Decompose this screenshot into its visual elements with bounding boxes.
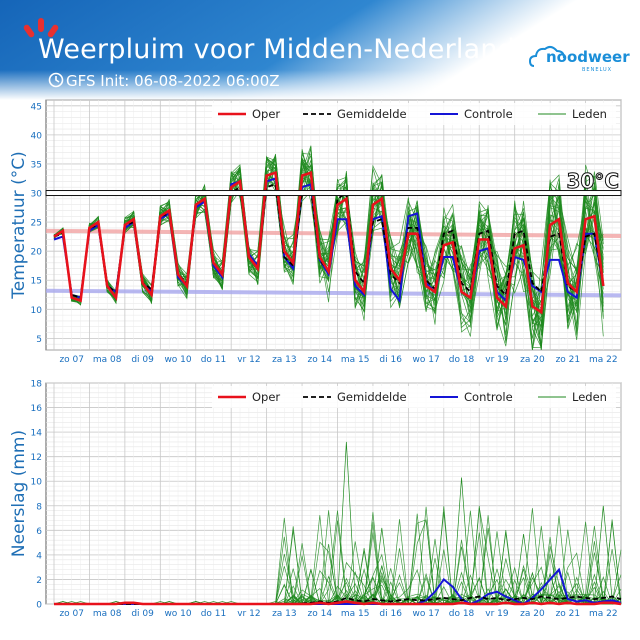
legend-label: Gemiddelde [337, 107, 407, 121]
member-peak [594, 505, 613, 602]
x-tick-label: ma 15 [341, 355, 370, 365]
x-tick-label: ma 22 [589, 355, 618, 365]
logo-wordmark: noodweer [546, 48, 630, 66]
member-peak [452, 477, 471, 602]
precipitation-panel: 0 2 4 6 8 10 12 14 16 18 zo 07 ma 08 di 09 wo 10 do 11… [9, 380, 622, 619]
y-tick-label: 4 [36, 551, 42, 561]
x-tick-label: do 11 [201, 355, 227, 365]
y-tick-label: 15 [31, 277, 42, 287]
logo-subtext: BENELUX [582, 67, 613, 73]
threshold-line [45, 190, 622, 197]
plot-area [45, 382, 622, 605]
page-title: Weerpluim voor Midden-Nederland [38, 34, 515, 65]
x-tick-label: do 18 [449, 355, 475, 365]
x-tick-label: za 13 [272, 609, 297, 619]
climate-min-line [45, 288, 622, 298]
legend-label: Leden [572, 390, 607, 404]
x-tick-label: zo 14 [308, 609, 333, 619]
legend-background [212, 103, 616, 125]
y-tick-label: 2 [36, 576, 42, 586]
legend: Oper Gemiddelde Controle Leden [212, 103, 616, 125]
x-tick-label: di 09 [131, 609, 154, 619]
x-tick-label: ma 15 [341, 609, 370, 619]
x-tick-label: wo 17 [413, 609, 440, 619]
sun-rays-icon [23, 18, 59, 38]
x-tick-label: ma 08 [93, 609, 122, 619]
x-tick-label: di 16 [379, 609, 402, 619]
y-tick-label: 18 [31, 380, 43, 390]
y-axis-label: Temperatuur (°C) [9, 151, 29, 299]
y-tick-label: 35 [31, 160, 42, 170]
x-tick-label: zo 07 [59, 355, 84, 365]
x-tick-label: ma 22 [589, 609, 618, 619]
legend-label: Leden [572, 107, 607, 121]
noodweer-logo [528, 45, 565, 67]
y-tick-label: 8 [36, 502, 42, 512]
series-oper [53, 170, 605, 315]
x-tick-label: vr 12 [237, 609, 260, 619]
x-tick-label: vr 19 [485, 609, 509, 619]
x-tick-label: wo 10 [164, 355, 191, 365]
member-peak [514, 533, 533, 602]
x-tick-label: za 20 [520, 355, 545, 365]
member-peak [372, 527, 392, 602]
threshold-label: 30°C [566, 169, 619, 193]
series-oper [54, 600, 622, 606]
member-line [53, 157, 604, 348]
x-tick-label: wo 17 [413, 355, 440, 365]
x-tick-label: di 09 [131, 355, 154, 365]
x-tick-label: zo 07 [59, 609, 84, 619]
x-tick-label: zo 21 [556, 609, 581, 619]
y-tick-label: 16 [31, 404, 43, 414]
x-tick-label: za 13 [272, 355, 297, 365]
x-tick-label: do 11 [201, 609, 227, 619]
legend-label: Controle [464, 390, 513, 404]
y-tick-label: 10 [31, 306, 43, 316]
legend-background [212, 386, 616, 408]
y-tick-label: 45 [31, 102, 42, 112]
x-tick-label: ma 08 [93, 355, 122, 365]
x-tick-label: vr 19 [485, 355, 509, 365]
y-tick-label: 6 [36, 527, 42, 537]
x-tick-label: di 16 [379, 355, 402, 365]
temperature-panel: 5 10 15 20 25 30 35 40 45 zo 07 ma 08 di 09 wo 10 do … [9, 99, 622, 365]
y-tick-label: 25 [31, 219, 42, 229]
x-tick-label: do 18 [449, 609, 475, 619]
x-tick-label: zo 21 [556, 355, 581, 365]
y-tick-label: 5 [36, 335, 42, 345]
y-tick-label: 14 [31, 429, 43, 439]
y-tick-label: 20 [31, 248, 43, 258]
legend-label: Oper [252, 390, 280, 404]
clock-icon [48, 72, 64, 88]
legend: Oper Gemiddelde Controle Leden [212, 386, 616, 408]
member-peak [478, 527, 498, 602]
legend-label: Gemiddelde [337, 390, 407, 404]
legend-label: Oper [252, 107, 280, 121]
x-tick-label: wo 10 [164, 609, 191, 619]
y-tick-label: 10 [31, 478, 43, 488]
y-tick-label: 12 [31, 453, 42, 463]
x-tick-label: zo 14 [308, 355, 333, 365]
x-tick-label: vr 12 [237, 355, 260, 365]
y-tick-label: 30 [31, 190, 43, 200]
y-tick-label: 0 [36, 601, 42, 611]
y-axis-label: Neerslag (mm) [9, 430, 29, 557]
y-tick-label: 40 [31, 131, 43, 141]
member-peak [337, 441, 356, 602]
init-time: GFS Init: 06-08-2022 06:00Z [66, 72, 280, 90]
x-tick-label: za 20 [520, 609, 545, 619]
legend-label: Controle [464, 107, 513, 121]
